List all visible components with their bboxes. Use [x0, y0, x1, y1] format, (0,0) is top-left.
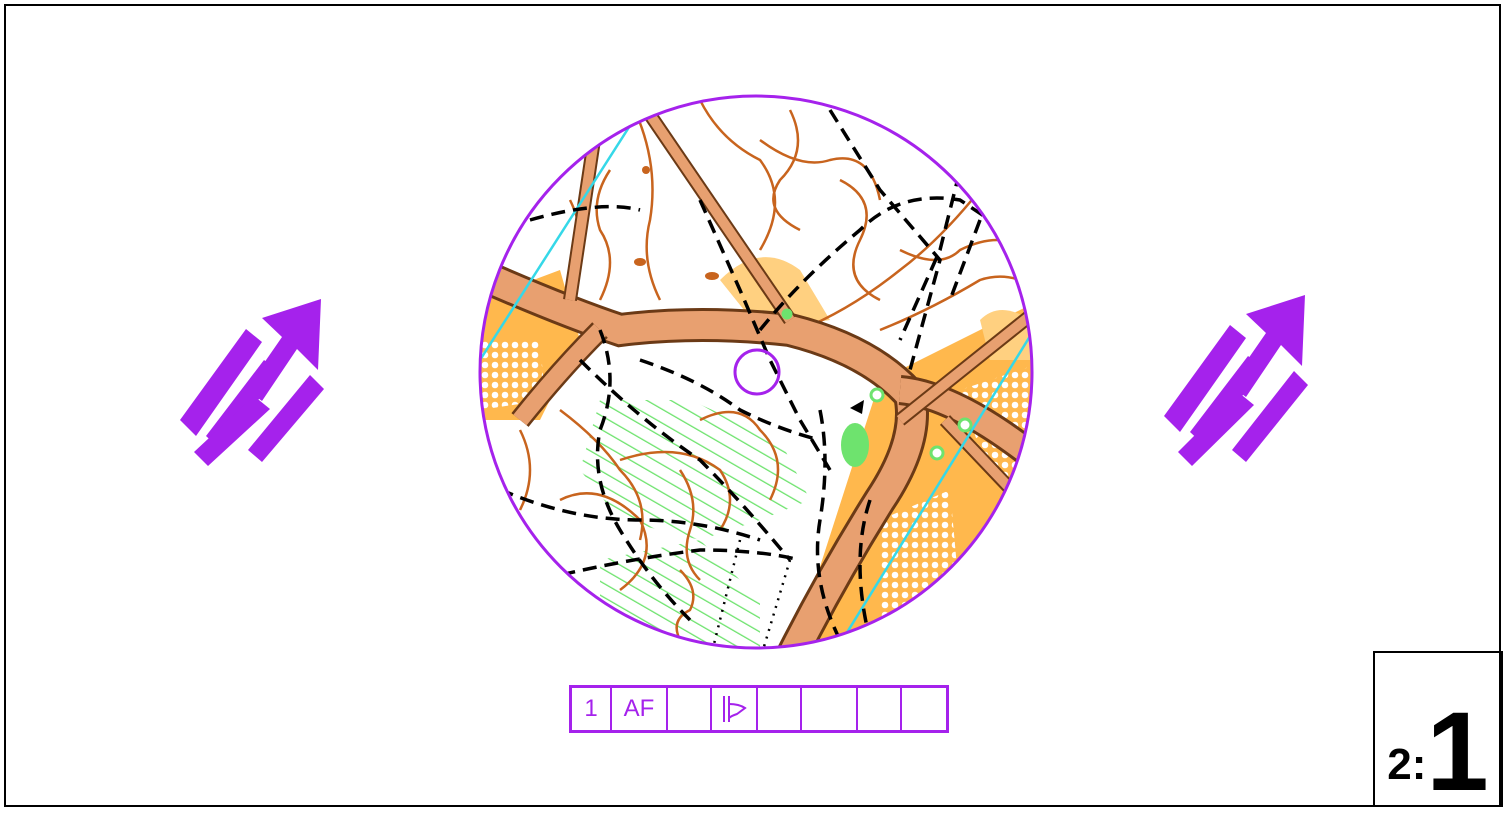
description-cell-g [858, 688, 902, 730]
building-feature [850, 400, 864, 414]
description-cell-d [712, 688, 758, 730]
description-cell-e [758, 688, 802, 730]
control-number-cell: 1 [572, 688, 612, 730]
description-cell-f [802, 688, 858, 730]
north-arrow-right-icon [1164, 295, 1308, 466]
orienteering-map [480, 96, 1032, 648]
green-features [781, 308, 973, 461]
description-cell-c [668, 688, 712, 730]
knolls [634, 166, 719, 280]
footpaths [708, 539, 792, 648]
map-circle-border [478, 94, 1034, 650]
scale-prefix: 2: [1387, 740, 1427, 789]
scale-box: 2: 1 [1373, 651, 1503, 807]
re-entrant-icon [723, 696, 747, 722]
control-code-cell: AF [612, 688, 668, 730]
control-point-circle [733, 348, 781, 396]
description-cell-h [902, 688, 946, 730]
control-description-table: 1 AF [569, 685, 949, 733]
north-arrow-left-icon [180, 299, 324, 466]
scale-value: 1 [1426, 688, 1489, 814]
streams [480, 109, 1032, 648]
